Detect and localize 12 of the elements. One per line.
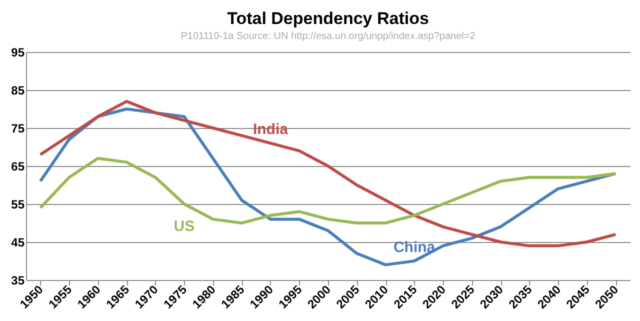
y-tick-label: 45	[11, 236, 25, 250]
chart-subtitle: P101110-1a Source: UN http://esa.un.org/unpp/index.asp?panel=2	[180, 31, 476, 42]
y-tick-label: 35	[11, 274, 25, 288]
chart-title: Total Dependency Ratios	[227, 9, 429, 28]
y-tick-label: 65	[11, 160, 25, 174]
y-tick-label: 95	[11, 46, 25, 60]
series-label: China	[393, 239, 436, 256]
y-tick-label: 75	[11, 122, 25, 136]
y-tick-label: 55	[11, 198, 25, 212]
y-tick-label: 85	[11, 84, 25, 98]
series-label: US	[174, 218, 195, 235]
line-series	[38, 108, 618, 266]
